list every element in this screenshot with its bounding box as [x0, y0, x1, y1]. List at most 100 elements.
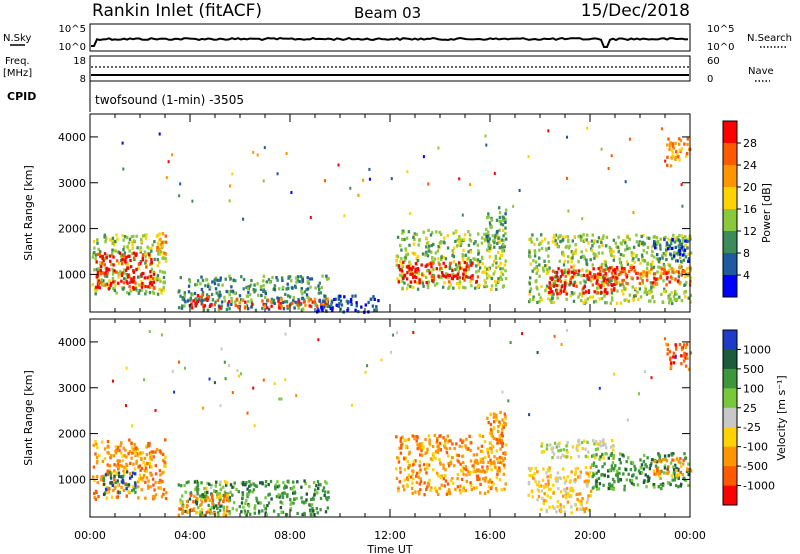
scatter-cell — [350, 302, 353, 307]
scatter-cell — [497, 279, 500, 284]
scatter-cell — [309, 509, 312, 513]
scatter-cell — [472, 464, 475, 468]
scatter-cell — [121, 234, 124, 238]
scatter-cell — [428, 443, 432, 447]
scatter-cell — [580, 274, 583, 278]
scatter-cell — [325, 481, 328, 485]
scatter-cell — [125, 487, 128, 491]
scatter-cell — [399, 436, 403, 440]
scatter-cell — [294, 300, 297, 304]
scatter-cell — [539, 296, 542, 300]
scatter-cell — [284, 378, 287, 382]
beam-title: Beam 03 — [354, 4, 421, 22]
scatter-cell — [504, 451, 507, 455]
scatter-cell — [570, 505, 573, 509]
scatter-cell — [568, 480, 572, 484]
scatter-cell — [596, 277, 599, 282]
scatter-cell — [600, 284, 603, 288]
scatter-cell — [137, 485, 140, 489]
scatter-cell — [447, 286, 450, 291]
scatter-cell — [418, 492, 421, 496]
scatter-cell — [375, 308, 378, 312]
scatter-cell — [272, 298, 276, 302]
scatter-cell — [225, 496, 228, 500]
scatter-cell — [242, 483, 245, 487]
scatter-cell — [209, 285, 212, 289]
scatter-cell — [248, 489, 252, 493]
scatter-cell — [574, 269, 578, 273]
scatter-cell — [670, 361, 673, 365]
scatter-cell — [240, 510, 243, 514]
scatter-cell — [670, 474, 674, 478]
scatter-cell — [610, 439, 614, 443]
scatter-cell — [470, 284, 473, 288]
scatter-cell — [372, 295, 375, 299]
scatter-cell — [206, 510, 209, 514]
scatter-cell — [540, 233, 543, 237]
scatter-cell — [487, 485, 491, 489]
scatter-cell — [478, 433, 481, 437]
scatter-cell — [493, 241, 496, 245]
scatter-cell — [152, 272, 156, 276]
scatter-cell — [427, 247, 430, 251]
scatter-cell — [533, 477, 536, 481]
scatter-cell — [313, 481, 316, 485]
scatter-cell — [264, 484, 267, 488]
scatter-cell — [564, 270, 567, 274]
scatter-cell — [435, 230, 438, 234]
scatter-cell — [499, 460, 502, 464]
scatter-cell — [622, 253, 625, 258]
scatter-cell — [195, 502, 198, 506]
scatter-cell — [310, 305, 313, 309]
scatter-cell — [530, 466, 533, 471]
scatter-cell — [582, 291, 585, 295]
scatter-cell — [496, 441, 499, 445]
scatter-cell — [219, 293, 222, 298]
scatter-cell — [214, 484, 217, 488]
scatter-cell — [193, 291, 197, 296]
scatter-cell — [662, 458, 665, 462]
scatter-cell — [638, 281, 642, 286]
scatter-cell — [532, 259, 535, 263]
scatter-cell — [556, 443, 560, 447]
scatter-cell — [433, 433, 437, 438]
scatter-cell — [296, 511, 299, 516]
scatter-cell — [550, 284, 554, 288]
scatter-cell — [422, 446, 425, 450]
scatter-cell — [290, 279, 293, 283]
scatter-cell — [563, 454, 566, 458]
scatter-cell — [625, 298, 628, 302]
scatter-cell — [635, 476, 638, 480]
scatter-cell — [286, 306, 289, 310]
scatter-cell — [667, 470, 670, 474]
scatter-cell — [464, 253, 468, 257]
scatter-cell — [593, 239, 596, 243]
scatter-cell — [596, 240, 599, 244]
scatter-cell — [449, 461, 453, 466]
scatter-cell — [102, 476, 105, 480]
velocity-cbar-label: Velocity [m s⁻¹] — [775, 375, 788, 460]
colorbar-tick-label: 500 — [743, 363, 764, 376]
scatter-cell — [485, 267, 489, 271]
scatter-cell — [687, 296, 690, 300]
scatter-cell — [106, 271, 109, 275]
scatter-cell — [547, 254, 550, 258]
scatter-cell — [643, 370, 646, 373]
scatter-cell — [569, 281, 572, 285]
scatter-cell — [104, 240, 107, 244]
scatter-cell — [264, 480, 268, 484]
scatter-cell — [131, 252, 134, 256]
scatter-cell — [432, 278, 436, 282]
scatter-cell — [210, 303, 213, 307]
scatter-cell — [462, 248, 465, 252]
scatter-cell — [528, 292, 531, 296]
scatter-cell — [575, 507, 579, 511]
scatter-cell — [573, 235, 576, 239]
scatter-cell — [422, 284, 425, 288]
scatter-cell — [484, 238, 487, 242]
scatter-cell — [326, 297, 329, 301]
scatter-cell — [228, 293, 231, 297]
scatter-cell — [623, 287, 627, 292]
scatter-cell — [494, 233, 497, 237]
scatter-cell — [118, 474, 121, 479]
